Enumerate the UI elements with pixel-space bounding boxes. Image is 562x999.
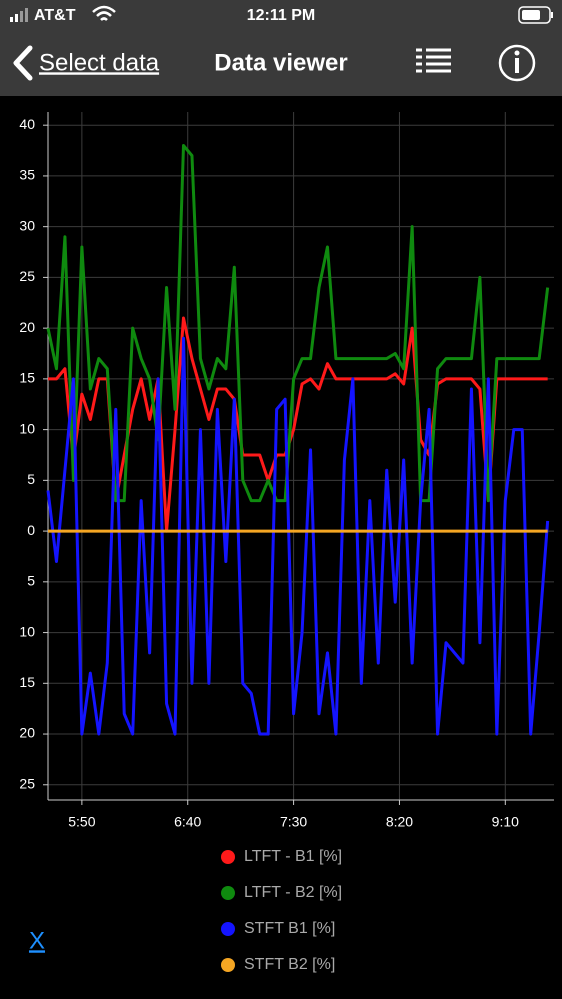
nav-title: Data viewer — [214, 49, 347, 76]
y-tick-label: 20 — [19, 725, 35, 741]
legend-marker — [221, 958, 235, 972]
header-background — [0, 0, 562, 96]
y-tick-label: 10 — [19, 420, 35, 436]
clock: 12:11 PM — [247, 7, 315, 24]
wifi-icon — [92, 5, 116, 21]
x-tick-label: 7:30 — [280, 814, 307, 830]
y-tick-label: 40 — [19, 116, 35, 132]
x-tick-label: 5:50 — [68, 814, 95, 830]
y-tick-label: 25 — [19, 268, 35, 284]
x-tick-label: 9:10 — [492, 814, 519, 830]
legend-label: LTFT - B1 [%] — [244, 848, 342, 865]
carrier: AT&T — [34, 7, 76, 24]
y-tick-label: 10 — [19, 623, 35, 639]
back-chevron[interactable] — [13, 45, 33, 81]
y-tick-label: 25 — [19, 775, 35, 791]
y-tick-label: 5 — [27, 471, 35, 487]
y-tick-label: 15 — [19, 674, 35, 690]
data-line — [46, 143, 550, 503]
x-tick-label: 8:20 — [386, 814, 413, 830]
x-tick-label: 6:40 — [174, 814, 201, 830]
list-icon[interactable] — [416, 48, 451, 73]
y-tick-label: 20 — [19, 319, 35, 335]
legend-marker — [221, 886, 235, 900]
battery-icon — [518, 6, 553, 24]
info-icon[interactable] — [498, 44, 536, 82]
back-button[interactable]: Select data — [39, 49, 160, 76]
data-line — [48, 316, 548, 533]
legend-marker — [221, 850, 235, 864]
signal-icon — [10, 8, 28, 22]
legend-marker — [221, 922, 235, 936]
y-tick-label: 35 — [19, 167, 35, 183]
y-tick-label: 5 — [27, 573, 35, 589]
legend-label: LTFT - B2 [%] — [244, 884, 342, 901]
data-line — [46, 336, 550, 736]
y-tick-label: 15 — [19, 370, 35, 386]
close-button[interactable]: X — [29, 927, 45, 954]
y-tick-label: 30 — [19, 217, 35, 233]
legend-label: STFT B2 [%] — [244, 956, 335, 973]
legend-label: STFT B1 [%] — [244, 920, 335, 937]
y-tick-label: 0 — [27, 522, 35, 538]
